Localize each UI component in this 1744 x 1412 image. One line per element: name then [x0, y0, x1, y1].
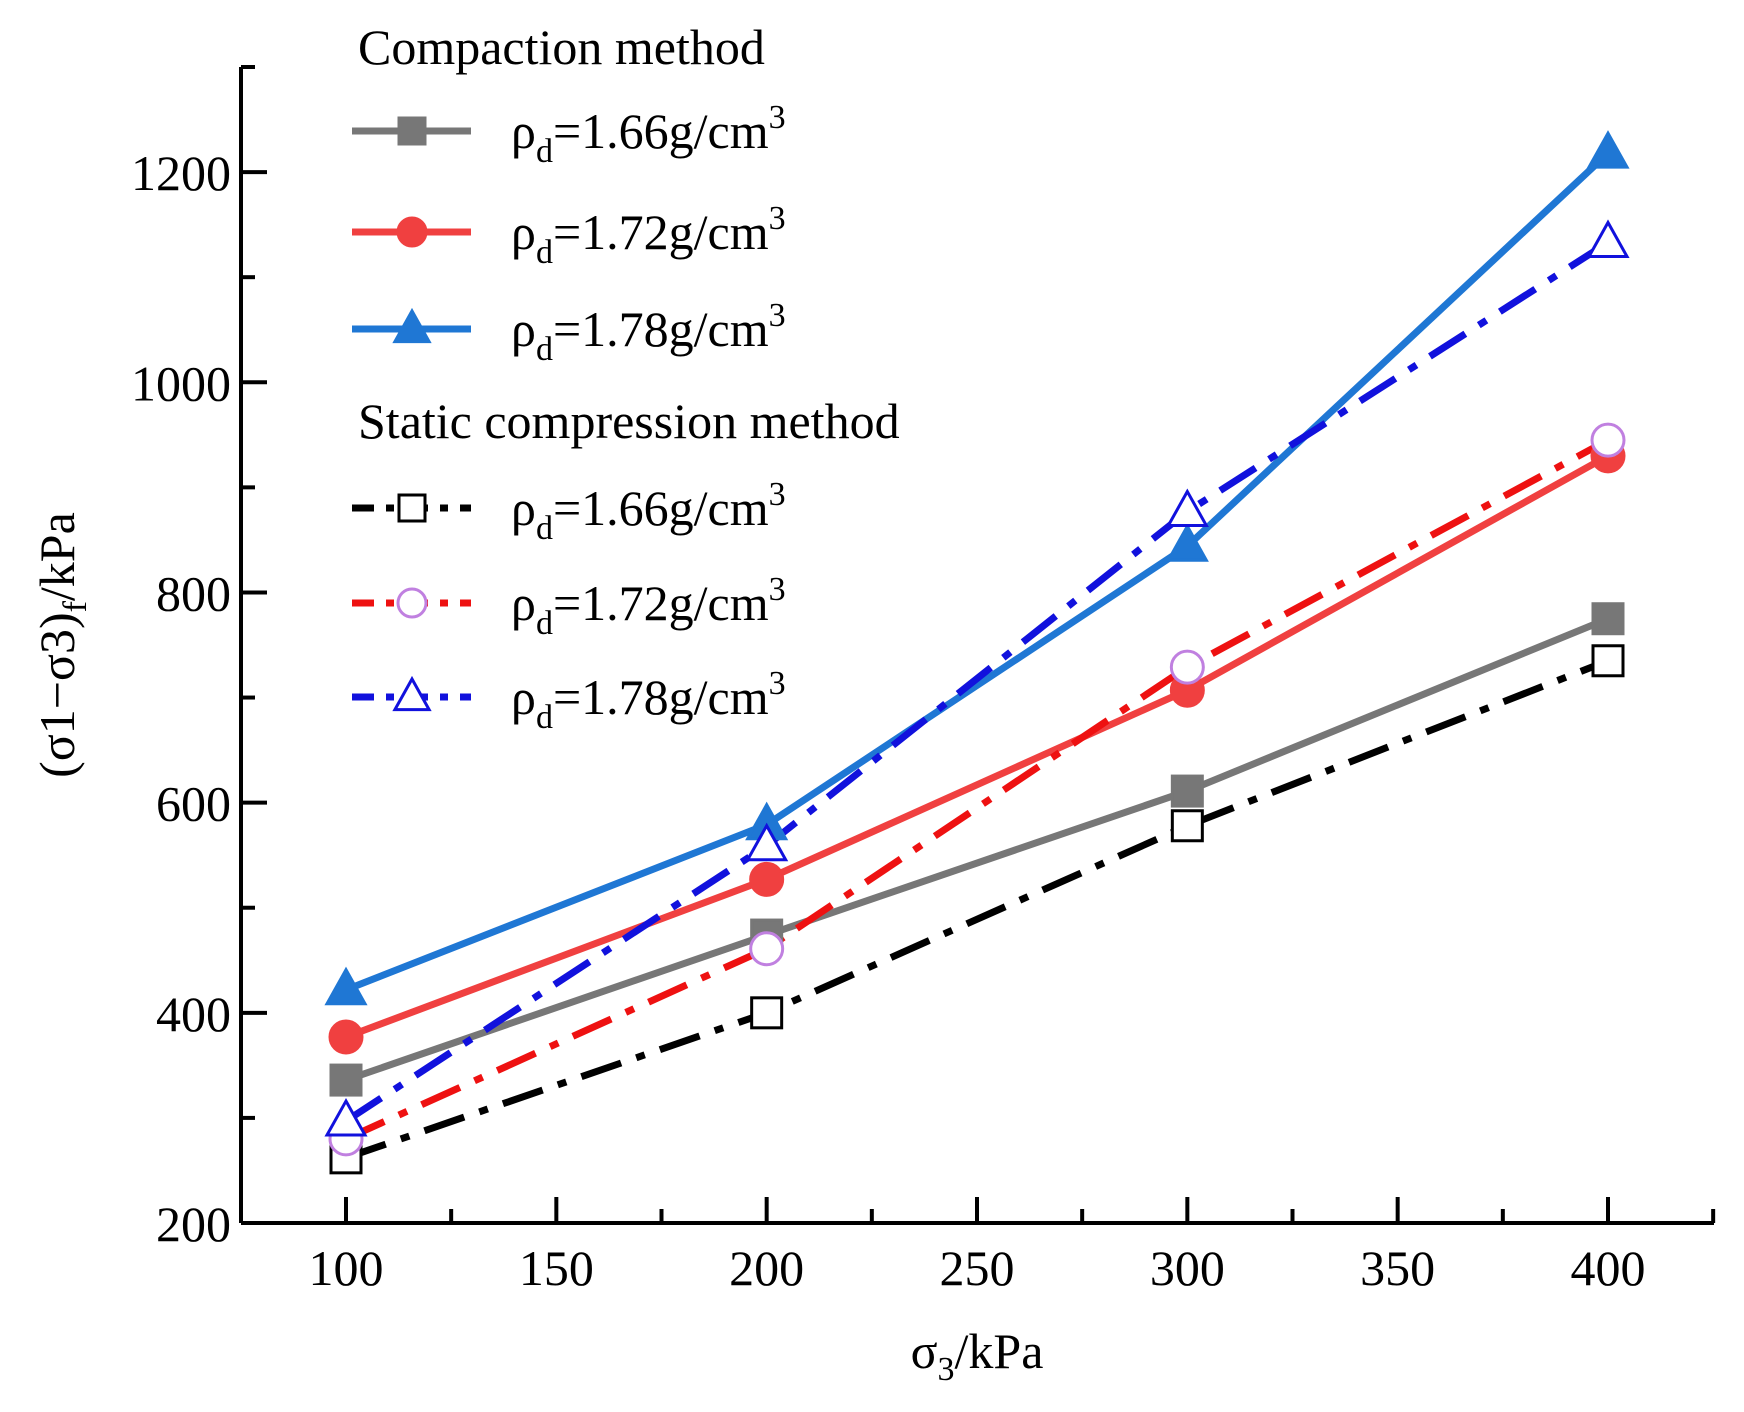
x-tick-label: 150: [519, 1240, 594, 1296]
legend-label-4: ρd=1.72g/cm3: [511, 571, 786, 642]
data-point-s2-3: [1586, 130, 1630, 169]
data-point-s0-0: [329, 1063, 363, 1097]
x-axis-label: σ3/kPa: [911, 1323, 1044, 1388]
x-tick-label: 100: [309, 1240, 384, 1296]
data-point-s5-0: [324, 1097, 368, 1137]
data-point-s1-1: [749, 861, 785, 897]
y-tick-label: 1200: [131, 145, 231, 201]
data-point-s5-2: [1165, 488, 1209, 528]
series-line-0: [344, 615, 1610, 1084]
legend-marker-3: [397, 493, 427, 523]
legend-group-title: Compaction method: [358, 19, 765, 75]
series-line-4: [344, 436, 1610, 1143]
legend-label-5: ρd=1.78g/cm3: [511, 665, 786, 736]
series-line-3: [344, 657, 1610, 1162]
x-ticks: 100 150 200 250 300 350 400: [309, 1197, 1716, 1296]
legend: Compaction method Static compression meth…: [352, 19, 900, 736]
data-point-s0-2: [1170, 774, 1204, 808]
legend-marker-4: [396, 587, 428, 619]
legend-marker-2: [392, 307, 432, 344]
y-tick-label: 200: [156, 1196, 231, 1252]
x-tick-label: 350: [1360, 1240, 1435, 1296]
series-line-2: [344, 150, 1611, 993]
legend-marker-1: [396, 216, 428, 248]
data-point-s2-2: [1165, 523, 1209, 562]
y-tick-label: 600: [156, 776, 231, 832]
series-markers: [324, 130, 1630, 1175]
legend-label-2: ρd=1.78g/cm3: [511, 297, 786, 368]
y-ticks: 200 400 600 800 1000 1200: [131, 65, 267, 1252]
data-point-s4-2: [1169, 649, 1205, 685]
y-tick-label: 800: [156, 565, 231, 621]
x-tick-label: 300: [1150, 1240, 1225, 1296]
y-axis-label: (σ1−σ3)f/kPa: [29, 512, 94, 778]
x-tick-label: 200: [729, 1240, 804, 1296]
data-point-s1-0: [328, 1019, 364, 1055]
data-point-s2-0: [324, 966, 368, 1006]
legend-label-1: ρd=1.72g/cm3: [511, 200, 786, 271]
data-point-s3-3: [1591, 644, 1625, 678]
x-tick-label: 400: [1571, 1240, 1646, 1296]
legend-marker-5: [392, 675, 432, 712]
y-tick-label: 1000: [131, 355, 231, 411]
data-point-s4-3: [1590, 422, 1626, 458]
legend-label-0: ρd=1.66g/cm3: [511, 99, 786, 170]
series-line-5: [344, 239, 1610, 1124]
legend-group-title: Static compression method: [358, 393, 900, 449]
y-tick-label: 400: [156, 986, 231, 1042]
legend-label-3: ρd=1.66g/cm3: [511, 476, 786, 547]
data-point-s4-1: [749, 931, 785, 967]
series-line-1: [344, 452, 1610, 1041]
data-point-s5-3: [1586, 219, 1630, 259]
series-lines: [344, 150, 1611, 1162]
data-point-s5-1: [745, 822, 789, 862]
data-point-s0-3: [1591, 602, 1625, 636]
data-point-s3-1: [750, 996, 784, 1030]
x-tick-label: 250: [940, 1240, 1015, 1296]
data-point-s3-2: [1170, 809, 1204, 843]
legend-marker-0: [397, 116, 427, 146]
